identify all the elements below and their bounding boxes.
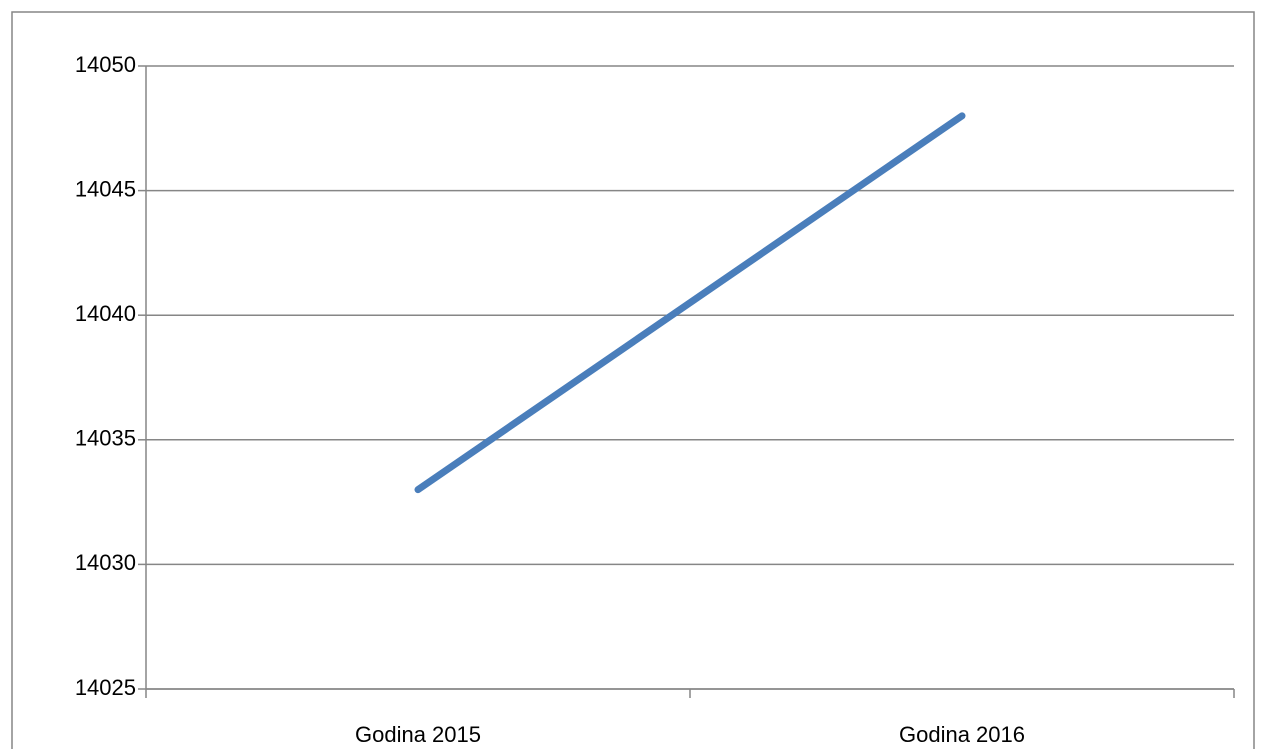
y-tick-label: 14040 xyxy=(75,301,136,326)
chart-border xyxy=(11,11,1255,749)
data-line xyxy=(414,112,966,494)
x-tick-label: Godina 2015 xyxy=(355,722,481,747)
y-tick-label: 14030 xyxy=(75,550,136,575)
x-tick-label: Godina 2016 xyxy=(899,722,1025,747)
y-tick-label: 14035 xyxy=(75,426,136,451)
y-tick-label: 14025 xyxy=(75,675,136,700)
y-tick-label: 14045 xyxy=(75,176,136,201)
y-tick-label: 14050 xyxy=(75,52,136,77)
